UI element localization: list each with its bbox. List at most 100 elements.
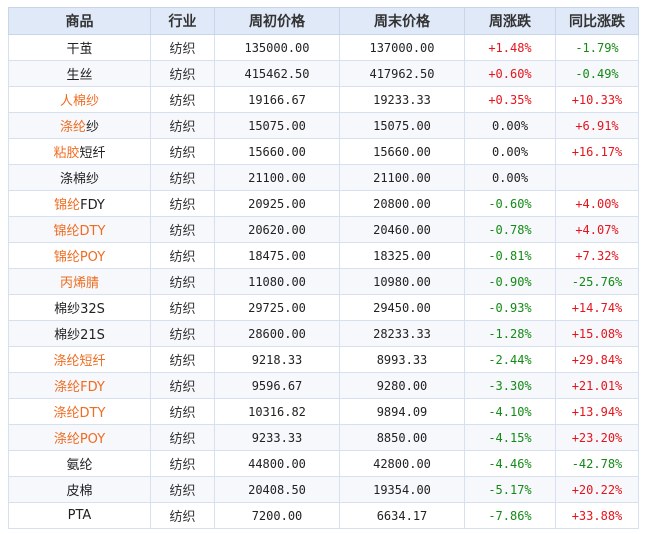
commodity-name-cell[interactable]: 棉纱32S: [8, 294, 151, 321]
commodity-name-link[interactable]: 涤纶DTY: [53, 406, 106, 421]
industry-cell: 纺织: [150, 476, 215, 503]
close-price-cell: 19354.00: [339, 476, 465, 503]
industry-cell: 纺织: [150, 450, 215, 477]
table-row[interactable]: 涤纶FDY 纺织 9596.67 9280.00 -3.30% +21.01%: [8, 372, 639, 399]
open-price-cell: 18475.00: [214, 242, 340, 269]
table-row[interactable]: 棉纱32S 纺织 29725.00 29450.00 -0.93% +14.74%: [8, 294, 639, 321]
yoy-change-cell: +10.33%: [555, 86, 639, 113]
commodity-name-text: 皮棉: [66, 484, 93, 499]
header-industry[interactable]: 行业: [150, 7, 215, 35]
close-price-cell: 417962.50: [339, 60, 465, 87]
commodity-name-cell[interactable]: 锦纶DTY: [8, 216, 151, 243]
industry-cell: 纺织: [150, 242, 215, 269]
commodity-name-cell[interactable]: 涤纶POY: [8, 424, 151, 451]
yoy-change-cell: +20.22%: [555, 476, 639, 503]
industry-cell: 纺织: [150, 138, 215, 165]
header-commodity[interactable]: 商品: [8, 7, 151, 35]
close-price-cell: 21100.00: [339, 164, 465, 191]
table-row[interactable]: 皮棉 纺织 20408.50 19354.00 -5.17% +20.22%: [8, 476, 639, 503]
open-price-cell: 28600.00: [214, 320, 340, 347]
industry-cell: 纺织: [150, 60, 215, 87]
commodity-name-link[interactable]: 粘胶: [53, 146, 80, 161]
table-row[interactable]: 干茧 纺织 135000.00 137000.00 +1.48% -1.79%: [8, 34, 639, 61]
table-row[interactable]: 涤纶DTY 纺织 10316.82 9894.09 -4.10% +13.94%: [8, 398, 639, 425]
weekly-change-cell: +1.48%: [464, 34, 556, 61]
commodity-name-link[interactable]: 人棉纱: [59, 94, 99, 109]
commodity-name-cell[interactable]: 氨纶: [8, 450, 151, 477]
table-row[interactable]: PTA 纺织 7200.00 6634.17 -7.86% +33.88%: [8, 502, 639, 529]
commodity-name-cell[interactable]: 涤棉纱: [8, 164, 151, 191]
commodity-name-cell[interactable]: 涤纶FDY: [8, 372, 151, 399]
yoy-change-cell: +23.20%: [555, 424, 639, 451]
open-price-cell: 7200.00: [214, 502, 340, 529]
yoy-change-cell: +13.94%: [555, 398, 639, 425]
weekly-change-cell: -4.15%: [464, 424, 556, 451]
commodity-name-cell[interactable]: 干茧: [8, 34, 151, 61]
open-price-cell: 15075.00: [214, 112, 340, 139]
commodity-name-cell[interactable]: 人棉纱: [8, 86, 151, 113]
commodity-name-cell[interactable]: 棉纱21S: [8, 320, 151, 347]
industry-cell: 纺织: [150, 268, 215, 295]
table-row[interactable]: 涤棉纱 纺织 21100.00 21100.00 0.00%: [8, 164, 639, 191]
yoy-change-cell: +29.84%: [555, 346, 639, 373]
commodity-name-text: 纱: [86, 120, 100, 135]
commodity-name-link[interactable]: 涤纶短纤: [53, 354, 106, 369]
open-price-cell: 9218.33: [214, 346, 340, 373]
table-row[interactable]: 涤纶POY 纺织 9233.33 8850.00 -4.15% +23.20%: [8, 424, 639, 451]
industry-cell: 纺织: [150, 372, 215, 399]
table-row[interactable]: 涤纶纱 纺织 15075.00 15075.00 0.00% +6.91%: [8, 112, 639, 139]
header-close-price[interactable]: 周末价格: [339, 7, 465, 35]
commodity-name-cell[interactable]: 锦纶POY: [8, 242, 151, 269]
close-price-cell: 29450.00: [339, 294, 465, 321]
industry-cell: 纺织: [150, 346, 215, 373]
commodity-name-cell[interactable]: 粘胶短纤: [8, 138, 151, 165]
weekly-change-cell: -2.44%: [464, 346, 556, 373]
industry-cell: 纺织: [150, 424, 215, 451]
commodity-name-cell[interactable]: 涤纶纱: [8, 112, 151, 139]
weekly-change-cell: -5.17%: [464, 476, 556, 503]
table-row[interactable]: 锦纶DTY 纺织 20620.00 20460.00 -0.78% +4.07%: [8, 216, 639, 243]
price-table: 商品 行业 周初价格 周末价格 周涨跌 同比涨跌 干茧 纺织 135000.00 13…: [8, 7, 639, 529]
weekly-change-cell: -0.60%: [464, 190, 556, 217]
commodity-name-link[interactable]: 锦纶POY: [53, 250, 106, 265]
header-weekly-change[interactable]: 周涨跌: [464, 7, 556, 35]
commodity-name-text: 涤棉纱: [59, 172, 99, 187]
commodity-name-cell[interactable]: 涤纶DTY: [8, 398, 151, 425]
table-row[interactable]: 棉纱21S 纺织 28600.00 28233.33 -1.28% +15.08%: [8, 320, 639, 347]
table-row[interactable]: 氨纶 纺织 44800.00 42800.00 -4.46% -42.78%: [8, 450, 639, 477]
table-row[interactable]: 锦纶POY 纺织 18475.00 18325.00 -0.81% +7.32%: [8, 242, 639, 269]
close-price-cell: 28233.33: [339, 320, 465, 347]
close-price-cell: 8993.33: [339, 346, 465, 373]
table-row[interactable]: 丙烯腈 纺织 11080.00 10980.00 -0.90% -25.76%: [8, 268, 639, 295]
commodity-name-cell[interactable]: 涤纶短纤: [8, 346, 151, 373]
table-row[interactable]: 涤纶短纤 纺织 9218.33 8993.33 -2.44% +29.84%: [8, 346, 639, 373]
open-price-cell: 9596.67: [214, 372, 340, 399]
weekly-change-cell: -0.90%: [464, 268, 556, 295]
weekly-change-cell: -0.78%: [464, 216, 556, 243]
commodity-name-cell[interactable]: 皮棉: [8, 476, 151, 503]
weekly-change-cell: 0.00%: [464, 164, 556, 191]
table-row[interactable]: 生丝 纺织 415462.50 417962.50 +0.60% -0.49%: [8, 60, 639, 87]
weekly-change-cell: 0.00%: [464, 138, 556, 165]
table-row[interactable]: 人棉纱 纺织 19166.67 19233.33 +0.35% +10.33%: [8, 86, 639, 113]
commodity-name-link[interactable]: 涤纶POY: [53, 432, 106, 447]
table-row[interactable]: 锦纶FDY 纺织 20925.00 20800.00 -0.60% +4.00%: [8, 190, 639, 217]
commodity-name-link[interactable]: 锦纶: [54, 198, 81, 213]
weekly-change-cell: -4.10%: [464, 398, 556, 425]
commodity-name-link[interactable]: 丙烯腈: [59, 276, 99, 291]
commodity-name-cell[interactable]: PTA: [8, 502, 151, 529]
commodity-name-link[interactable]: 涤纶: [59, 120, 86, 135]
weekly-change-cell: +0.35%: [464, 86, 556, 113]
commodity-name-cell[interactable]: 丙烯腈: [8, 268, 151, 295]
commodity-name-link[interactable]: 锦纶DTY: [53, 224, 106, 239]
header-open-price[interactable]: 周初价格: [214, 7, 340, 35]
commodity-name-cell[interactable]: 锦纶FDY: [8, 190, 151, 217]
weekly-change-cell: 0.00%: [464, 112, 556, 139]
commodity-name-cell[interactable]: 生丝: [8, 60, 151, 87]
commodity-name-link[interactable]: 涤纶FDY: [54, 380, 105, 395]
close-price-cell: 18325.00: [339, 242, 465, 269]
open-price-cell: 9233.33: [214, 424, 340, 451]
header-yoy-change[interactable]: 同比涨跌: [555, 7, 639, 35]
table-row[interactable]: 粘胶短纤 纺织 15660.00 15660.00 0.00% +16.17%: [8, 138, 639, 165]
close-price-cell: 6634.17: [339, 502, 465, 529]
